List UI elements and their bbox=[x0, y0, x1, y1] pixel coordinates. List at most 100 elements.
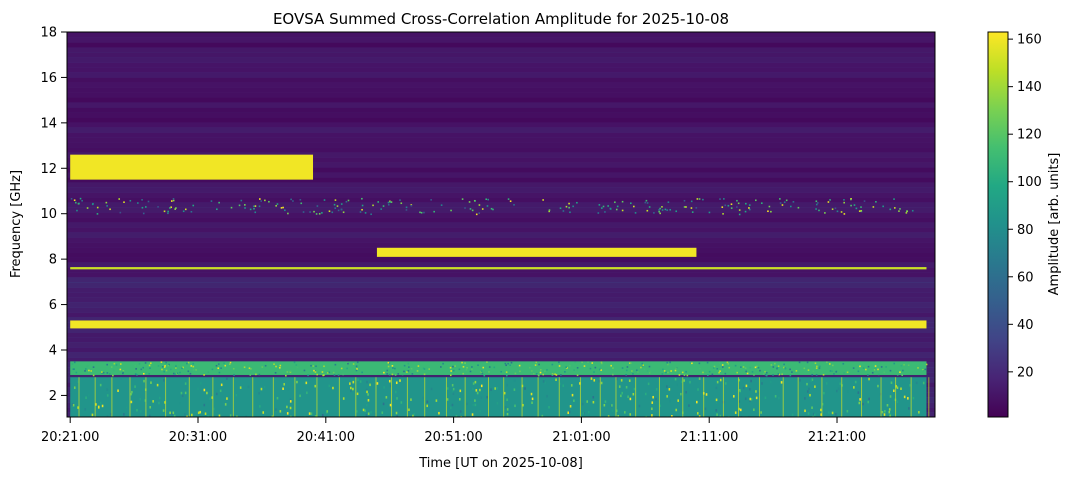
background-row bbox=[67, 197, 935, 203]
speckle bbox=[669, 361, 671, 364]
speckle bbox=[275, 205, 277, 207]
speckle bbox=[853, 386, 855, 389]
speckle bbox=[106, 372, 109, 374]
speckle bbox=[138, 363, 141, 365]
speckle bbox=[604, 211, 606, 213]
speckle bbox=[175, 367, 177, 369]
speckle bbox=[141, 206, 144, 209]
speckle bbox=[734, 364, 737, 367]
speckle bbox=[825, 382, 828, 385]
speckle bbox=[388, 373, 391, 376]
speckle bbox=[804, 397, 806, 400]
x-tick-label-1: 20:31:00 bbox=[169, 430, 227, 445]
speckle bbox=[192, 204, 195, 207]
speckle bbox=[826, 361, 828, 364]
speckle bbox=[419, 211, 421, 214]
speckle bbox=[255, 373, 257, 376]
speckle bbox=[843, 199, 845, 201]
speckle bbox=[359, 380, 362, 383]
speckle bbox=[738, 378, 741, 382]
speckle bbox=[872, 206, 875, 208]
speckle bbox=[262, 411, 265, 414]
speckle bbox=[215, 392, 218, 396]
speckle bbox=[924, 368, 927, 371]
speckle bbox=[300, 202, 303, 205]
feature-band-2 bbox=[376, 247, 697, 257]
speckle bbox=[211, 368, 214, 371]
speckle bbox=[877, 373, 880, 376]
speckle bbox=[719, 378, 722, 382]
speckle bbox=[896, 373, 899, 376]
speckle bbox=[691, 211, 694, 213]
background-row bbox=[67, 52, 935, 58]
speckle bbox=[496, 387, 498, 390]
speckle bbox=[600, 369, 602, 371]
speckle bbox=[195, 369, 197, 371]
background-row bbox=[67, 57, 935, 63]
speckle bbox=[207, 371, 210, 373]
background-row bbox=[67, 307, 935, 313]
speckle bbox=[92, 374, 95, 377]
speckle bbox=[219, 389, 222, 393]
background-row bbox=[67, 192, 935, 198]
speckle bbox=[91, 413, 94, 417]
speckle bbox=[886, 404, 889, 407]
speckle bbox=[245, 415, 248, 417]
speckle bbox=[388, 367, 390, 370]
speckle bbox=[896, 400, 899, 404]
speckle bbox=[629, 413, 632, 416]
speckle bbox=[518, 364, 521, 367]
speckle bbox=[286, 412, 289, 415]
speckle bbox=[760, 202, 763, 204]
feature-band-0 bbox=[70, 154, 314, 180]
speckle bbox=[355, 369, 358, 372]
speckle bbox=[134, 365, 137, 367]
speckle bbox=[406, 371, 408, 373]
speckle bbox=[163, 210, 166, 213]
speckle bbox=[540, 368, 542, 371]
speckle bbox=[568, 410, 571, 414]
speckle bbox=[640, 366, 642, 369]
background-row bbox=[67, 342, 935, 348]
speckle bbox=[322, 374, 324, 377]
speckle bbox=[535, 361, 538, 364]
speckle bbox=[286, 405, 288, 409]
speckle bbox=[615, 377, 618, 381]
speckle bbox=[79, 197, 82, 200]
speckle bbox=[814, 385, 816, 388]
speckle bbox=[77, 406, 79, 409]
speckle bbox=[422, 398, 425, 401]
speckle bbox=[772, 366, 775, 368]
speckle bbox=[332, 386, 334, 390]
speckle bbox=[99, 383, 102, 387]
speckle bbox=[834, 207, 837, 210]
speckle bbox=[302, 211, 305, 213]
speckle bbox=[695, 400, 698, 404]
speckle bbox=[184, 208, 187, 211]
speckle bbox=[474, 399, 476, 402]
speckle bbox=[645, 199, 648, 202]
speckle bbox=[690, 200, 693, 203]
speckle bbox=[681, 371, 684, 374]
background-row bbox=[67, 212, 935, 218]
background-row bbox=[67, 272, 935, 278]
speckle bbox=[147, 200, 150, 203]
speckle bbox=[480, 384, 483, 388]
speckle bbox=[885, 366, 887, 368]
speckle bbox=[310, 412, 313, 415]
speckle bbox=[263, 385, 266, 389]
speckle bbox=[815, 200, 818, 203]
speckle bbox=[663, 370, 666, 372]
speckle bbox=[616, 205, 619, 208]
speckle bbox=[259, 405, 261, 408]
speckle bbox=[625, 374, 627, 376]
speckle bbox=[446, 398, 449, 401]
speckle bbox=[875, 201, 877, 203]
speckle bbox=[562, 378, 564, 381]
speckle bbox=[659, 212, 661, 215]
speckle bbox=[408, 366, 410, 368]
speckle bbox=[791, 371, 793, 373]
speckle bbox=[203, 403, 206, 407]
speckle bbox=[829, 199, 831, 201]
